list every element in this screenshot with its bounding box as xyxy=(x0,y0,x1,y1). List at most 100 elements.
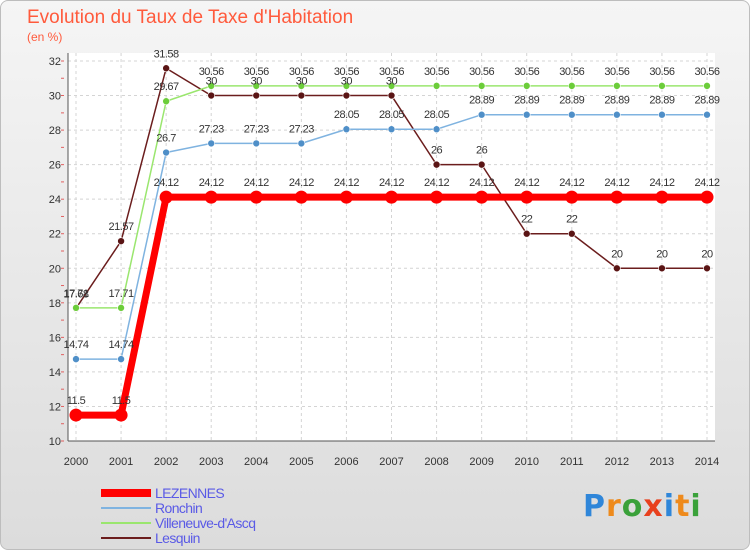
y-tick-label: 12 xyxy=(49,401,61,413)
data-point-villeneuve-d-ascq xyxy=(703,82,711,90)
data-label-lezennes: 24.12 xyxy=(289,177,314,189)
data-label-villeneuve-d-ascq: 30.56 xyxy=(559,66,584,78)
data-point-ronchin xyxy=(613,110,621,119)
data-label-ronchin: 28.05 xyxy=(424,109,449,121)
data-label-ronchin: 27.23 xyxy=(244,123,269,135)
data-point-villeneuve-d-ascq xyxy=(432,82,441,90)
data-label-lezennes: 11.5 xyxy=(67,395,86,407)
logo-letter: i xyxy=(690,489,702,524)
data-point-lesquin xyxy=(162,64,170,73)
chart-title: Evolution du Taux de Taxe d'Habitation xyxy=(27,7,354,28)
legend-label: LEZENNES xyxy=(155,484,225,501)
data-label-ronchin: 28.89 xyxy=(649,95,674,107)
x-tick-label: 2009 xyxy=(469,456,493,468)
data-label-lesquin: 30 xyxy=(386,76,398,88)
data-label-lesquin: 22 xyxy=(566,214,578,226)
legend-item: Villeneuve-d'Ascq xyxy=(101,514,256,531)
data-point-ronchin xyxy=(432,125,441,134)
data-label-lesquin: 30 xyxy=(296,76,308,88)
x-tick-label: 2002 xyxy=(154,456,178,468)
data-point-ronchin xyxy=(522,110,531,119)
data-label-lesquin: 21.57 xyxy=(109,221,134,233)
data-label-lesquin: 30 xyxy=(206,76,218,88)
data-point-lesquin xyxy=(297,91,306,100)
legend-swatch xyxy=(101,488,151,497)
data-point-ronchin xyxy=(658,110,666,119)
data-point-lesquin xyxy=(567,229,576,238)
data-label-lesquin: 31.58 xyxy=(154,48,179,60)
legend-label: Lesquin xyxy=(155,529,200,546)
data-label-villeneuve-d-ascq: 30.56 xyxy=(694,66,719,78)
data-point-lezennes xyxy=(610,190,624,204)
logo-letter: o xyxy=(621,489,644,524)
data-label-villeneuve-d-ascq: 30.56 xyxy=(289,66,314,78)
x-tick-label: 2003 xyxy=(199,456,223,468)
data-point-villeneuve-d-ascq xyxy=(522,82,531,90)
data-label-lesquin: 22 xyxy=(521,214,533,226)
data-label-ronchin: 28.89 xyxy=(514,95,539,107)
data-point-lezennes xyxy=(385,190,398,204)
data-point-lesquin xyxy=(207,91,216,100)
data-point-ronchin xyxy=(117,355,125,363)
data-point-villeneuve-d-ascq xyxy=(387,82,396,90)
data-point-lesquin xyxy=(477,160,486,169)
x-tick-label: 2001 xyxy=(109,456,133,468)
logo-letter: P xyxy=(583,489,606,524)
data-label-lezennes: 24.12 xyxy=(469,177,494,189)
legend-item: LEZENNES xyxy=(101,484,255,501)
data-point-villeneuve-d-ascq xyxy=(613,82,621,90)
data-point-villeneuve-d-ascq xyxy=(162,97,170,106)
x-tick-label: 2006 xyxy=(334,456,358,468)
data-point-ronchin xyxy=(162,148,170,157)
legend-label: Ronchin xyxy=(155,499,203,516)
y-tick-label: 10 xyxy=(49,436,61,448)
legend-swatch xyxy=(101,521,151,524)
data-point-ronchin xyxy=(207,139,216,148)
data-label-lezennes: 24.12 xyxy=(694,177,719,189)
data-point-lesquin xyxy=(613,264,621,273)
data-point-villeneuve-d-ascq xyxy=(252,82,261,90)
data-label-lezennes: 24.12 xyxy=(379,177,404,189)
y-tick-label: 22 xyxy=(49,229,61,241)
x-tick-label: 2010 xyxy=(514,456,538,468)
data-label-lezennes: 24.12 xyxy=(424,177,449,189)
data-label-villeneuve-d-ascq: 30.56 xyxy=(199,66,224,78)
data-point-lezennes xyxy=(475,190,489,204)
logo-letter: r xyxy=(606,489,622,524)
data-point-villeneuve-d-ascq xyxy=(207,82,216,90)
data-label-ronchin: 14.74 xyxy=(109,339,134,351)
data-label-villeneuve-d-ascq: 30.56 xyxy=(334,66,359,78)
logo-letter: x xyxy=(643,489,664,524)
data-point-ronchin xyxy=(387,125,396,134)
data-point-villeneuve-d-ascq xyxy=(658,82,666,90)
data-label-ronchin: 28.89 xyxy=(694,95,719,107)
data-point-villeneuve-d-ascq xyxy=(297,82,306,90)
data-label-lesquin: 20 xyxy=(701,248,713,260)
y-tick-label: 28 xyxy=(49,125,61,137)
data-point-ronchin xyxy=(297,139,306,148)
data-label-lesquin: 17.68 xyxy=(63,288,88,300)
data-label-lezennes: 24.12 xyxy=(559,177,584,189)
data-label-lezennes: 24.12 xyxy=(334,177,359,189)
data-label-lesquin: 20 xyxy=(611,248,623,260)
data-point-lezennes xyxy=(204,190,218,204)
data-label-ronchin: 14.74 xyxy=(63,339,88,351)
y-tick-label: 32 xyxy=(49,56,61,68)
logo-letter: i xyxy=(663,489,676,524)
x-tick-label: 2004 xyxy=(244,456,268,468)
data-point-lesquin xyxy=(252,91,261,100)
logo-letter: t xyxy=(675,489,691,524)
x-tick-label: 2011 xyxy=(560,456,584,468)
proxiti-logo: Proxiti xyxy=(583,489,702,524)
data-label-villeneuve-d-ascq: 29.67 xyxy=(154,81,179,93)
data-label-villeneuve-d-ascq: 30.56 xyxy=(649,66,674,78)
data-point-ronchin xyxy=(567,110,576,119)
legend-label: Villeneuve-d'Ascq xyxy=(155,514,256,531)
data-point-ronchin xyxy=(252,139,261,148)
data-label-lesquin: 26 xyxy=(431,145,443,157)
data-point-ronchin xyxy=(477,110,486,119)
data-point-lesquin xyxy=(432,160,441,169)
data-label-lezennes: 24.12 xyxy=(244,177,269,189)
data-label-villeneuve-d-ascq: 30.56 xyxy=(604,66,629,78)
